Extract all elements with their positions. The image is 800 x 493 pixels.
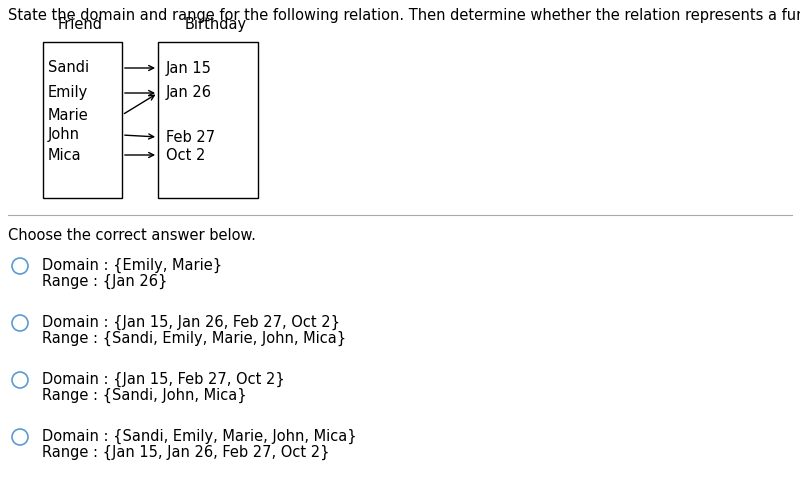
Text: Emily: Emily xyxy=(48,85,88,101)
Text: Jan 15: Jan 15 xyxy=(166,61,212,75)
Text: Feb 27: Feb 27 xyxy=(166,130,215,144)
Text: Oct 2: Oct 2 xyxy=(166,147,206,163)
Text: State the domain and range for the following relation. Then determine whether th: State the domain and range for the follo… xyxy=(8,8,800,23)
Text: Range : {Jan 26}: Range : {Jan 26} xyxy=(42,274,167,289)
Text: Friend: Friend xyxy=(58,17,103,32)
Bar xyxy=(158,42,258,198)
Text: Sandi: Sandi xyxy=(48,61,89,75)
Text: Birthday: Birthday xyxy=(185,17,247,32)
Text: Range : {Sandi, Emily, Marie, John, Mica}: Range : {Sandi, Emily, Marie, John, Mica… xyxy=(42,331,346,346)
Text: Marie: Marie xyxy=(48,107,89,122)
Text: Mica: Mica xyxy=(48,147,82,163)
Text: John: John xyxy=(48,128,80,142)
Text: Jan 26: Jan 26 xyxy=(166,85,212,101)
Text: Domain : {Emily, Marie}: Domain : {Emily, Marie} xyxy=(42,258,222,273)
Text: Domain : {Jan 15, Feb 27, Oct 2}: Domain : {Jan 15, Feb 27, Oct 2} xyxy=(42,372,285,387)
Text: Range : {Jan 15, Jan 26, Feb 27, Oct 2}: Range : {Jan 15, Jan 26, Feb 27, Oct 2} xyxy=(42,445,330,460)
Text: Range : {Sandi, John, Mica}: Range : {Sandi, John, Mica} xyxy=(42,388,246,403)
Bar xyxy=(43,42,122,198)
Text: Domain : {Jan 15, Jan 26, Feb 27, Oct 2}: Domain : {Jan 15, Jan 26, Feb 27, Oct 2} xyxy=(42,315,340,330)
Text: Domain : {Sandi, Emily, Marie, John, Mica}: Domain : {Sandi, Emily, Marie, John, Mic… xyxy=(42,429,357,444)
Text: Choose the correct answer below.: Choose the correct answer below. xyxy=(8,228,256,243)
